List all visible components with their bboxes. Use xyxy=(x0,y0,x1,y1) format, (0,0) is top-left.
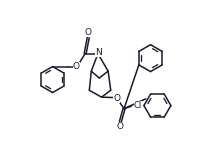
Text: O: O xyxy=(85,28,92,37)
Text: N: N xyxy=(95,48,102,57)
Text: O: O xyxy=(113,94,120,103)
Text: Cl: Cl xyxy=(134,101,142,110)
Text: O: O xyxy=(72,62,80,71)
Text: O: O xyxy=(117,122,124,131)
